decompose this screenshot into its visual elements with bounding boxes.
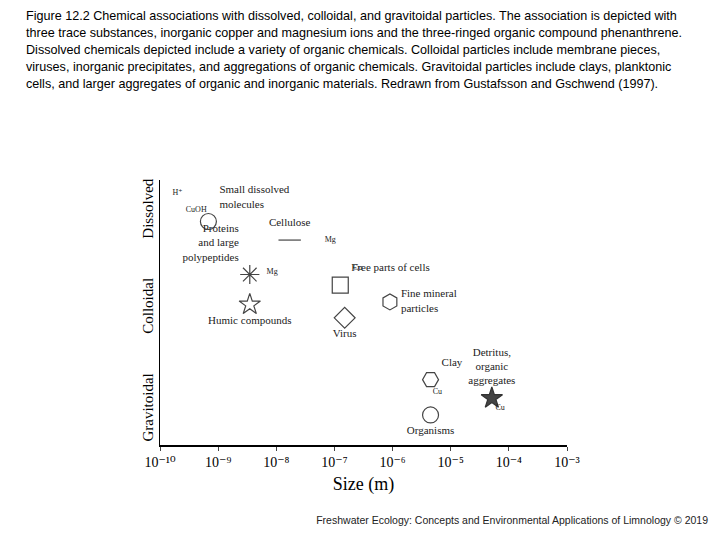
svg-text:10⁻³: 10⁻³ bbox=[554, 455, 580, 470]
svg-text:Detritus,organicaggregates: Detritus,organicaggregates bbox=[468, 346, 515, 387]
svg-text:Organisms: Organisms bbox=[407, 424, 454, 436]
svg-text:Dissolved: Dissolved bbox=[140, 178, 156, 239]
svg-text:Fine mineralparticles: Fine mineralparticles bbox=[401, 288, 457, 314]
svg-text:H⁺: H⁺ bbox=[173, 188, 183, 197]
svg-text:10⁻⁸: 10⁻⁸ bbox=[263, 455, 289, 470]
svg-text:Mg: Mg bbox=[267, 267, 278, 276]
svg-text:Free parts of cells: Free parts of cells bbox=[351, 261, 430, 273]
svg-text:Humic compounds: Humic compounds bbox=[208, 314, 291, 326]
svg-text:Virus: Virus bbox=[333, 327, 357, 339]
svg-text:Proteinsand largepolypeptides: Proteinsand largepolypeptides bbox=[183, 222, 239, 263]
svg-text:10⁻⁵: 10⁻⁵ bbox=[438, 455, 464, 470]
svg-text:Cu: Cu bbox=[353, 263, 362, 272]
html-text:Figure 12.2 Chemical associati: Figure 12.2 Chemical associations with d… bbox=[26, 9, 682, 91]
svg-text:Cellulose: Cellulose bbox=[269, 216, 311, 228]
svg-text:CuOH: CuOH bbox=[186, 205, 207, 214]
svg-text:Size (m): Size (m) bbox=[333, 474, 394, 495]
svg-text:10⁻⁶: 10⁻⁶ bbox=[379, 455, 405, 470]
svg-text:10⁻⁹: 10⁻⁹ bbox=[205, 455, 231, 470]
html-text:Freshwater Ecology: Concepts a: Freshwater Ecology: Concepts and Environ… bbox=[316, 514, 708, 526]
svg-text:Cu: Cu bbox=[496, 403, 505, 412]
svg-text:Mg: Mg bbox=[325, 235, 336, 244]
svg-text:Small dissolvedmolecules: Small dissolvedmolecules bbox=[219, 183, 289, 209]
svg-text:Gravitoidal: Gravitoidal bbox=[140, 373, 156, 441]
svg-text:10⁻⁷: 10⁻⁷ bbox=[321, 455, 347, 470]
svg-text:10⁻⁴: 10⁻⁴ bbox=[496, 455, 522, 470]
svg-text:10⁻¹⁰: 10⁻¹⁰ bbox=[144, 455, 176, 470]
svg-text:Colloidal: Colloidal bbox=[140, 278, 156, 334]
svg-text:Cu: Cu bbox=[433, 387, 442, 396]
svg-text:Clay: Clay bbox=[442, 356, 463, 368]
